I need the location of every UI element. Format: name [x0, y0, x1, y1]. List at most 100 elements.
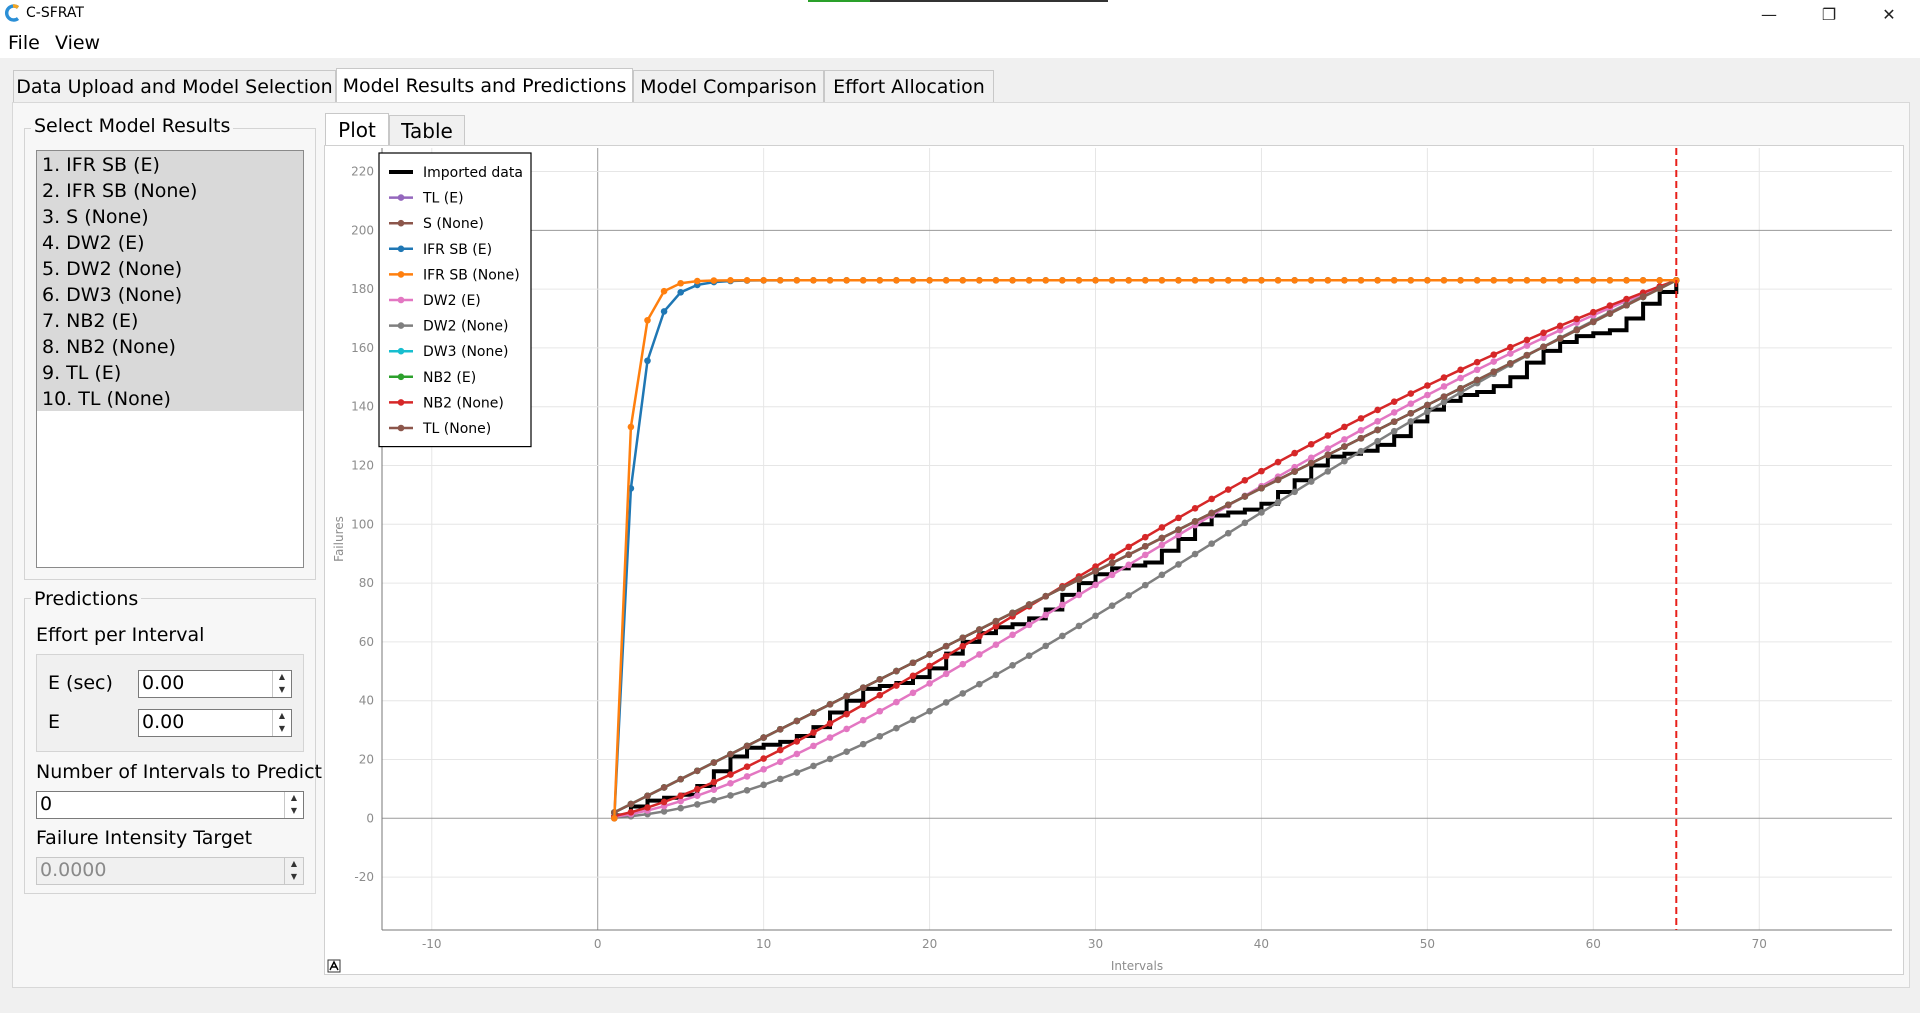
- spin-up-icon: ▲: [290, 859, 298, 868]
- e-sec-value: 0.00: [142, 672, 185, 694]
- series-point: [942, 699, 950, 706]
- model-list-item[interactable]: 9. TL (E): [42, 362, 122, 384]
- model-list-item[interactable]: 7. NB2 (E): [42, 310, 139, 332]
- series-point: [710, 759, 718, 766]
- legend-marker: [397, 194, 405, 201]
- series-point: [1374, 426, 1381, 434]
- tab-plot[interactable]: Plot: [325, 113, 389, 146]
- series-point: [1108, 276, 1116, 284]
- series-point: [1208, 276, 1215, 284]
- spin-down-icon[interactable]: ▼: [278, 685, 286, 694]
- series-point: [1059, 584, 1066, 592]
- series-point: [959, 634, 967, 642]
- model-list-item[interactable]: 4. DW2 (E): [42, 232, 145, 254]
- series-point: [1490, 276, 1498, 284]
- tab-table[interactable]: Table: [389, 115, 465, 145]
- series-point: [1291, 468, 1298, 475]
- restore-button[interactable]: ❐: [1821, 4, 1837, 24]
- series-point: [1175, 514, 1182, 522]
- series-point: [627, 423, 635, 431]
- legend-label: NB2 (None): [423, 395, 504, 411]
- series-point: [1507, 343, 1514, 351]
- tab-model-comparison[interactable]: Model Comparison: [633, 70, 824, 102]
- series-point: [893, 724, 900, 732]
- minimize-button[interactable]: —: [1761, 4, 1777, 24]
- series-point: [1158, 571, 1166, 579]
- series-point: [1125, 276, 1133, 284]
- series-point: [1108, 559, 1116, 567]
- intervals-input[interactable]: 0 ▲ ▼: [36, 791, 304, 819]
- e-sec-input[interactable]: 0.00 ▲ ▼: [138, 670, 292, 698]
- model-list-item[interactable]: 10. TL (None): [42, 388, 171, 410]
- e-input[interactable]: 0.00 ▲ ▼: [138, 709, 292, 737]
- y-tick-label: 140: [351, 400, 374, 414]
- series-point: [1059, 601, 1066, 609]
- spin-up-icon[interactable]: ▲: [290, 793, 298, 802]
- series-point: [1042, 592, 1050, 600]
- series-point: [1357, 426, 1365, 434]
- x-tick-label: -10: [422, 937, 442, 951]
- predictions-title: Predictions: [31, 588, 142, 610]
- series-point: [1125, 543, 1133, 551]
- intervals-stepper[interactable]: ▲ ▼: [284, 792, 303, 818]
- model-list-item[interactable]: 6. DW3 (None): [42, 284, 183, 306]
- close-button[interactable]: ✕: [1882, 4, 1896, 24]
- series-point: [1606, 276, 1614, 284]
- series-point: [611, 814, 618, 822]
- window-title: C-SFRAT: [26, 5, 84, 21]
- series-point: [843, 748, 850, 755]
- series-point: [1108, 602, 1116, 609]
- series-point: [859, 701, 867, 709]
- series-tl-none-: [611, 276, 1680, 816]
- series-point: [1059, 276, 1066, 284]
- legend-label: DW2 (None): [423, 319, 508, 335]
- series-point: [810, 709, 817, 716]
- spin-down-icon: ▼: [290, 872, 298, 881]
- series-point: [743, 763, 751, 771]
- series-point: [743, 742, 751, 750]
- spin-down-icon[interactable]: ▼: [278, 724, 286, 733]
- spin-down-icon[interactable]: ▼: [290, 806, 298, 815]
- series-point: [826, 276, 834, 284]
- spin-up-icon[interactable]: ▲: [278, 711, 286, 720]
- intervals-value: 0: [40, 793, 53, 815]
- legend-label: Imported data: [423, 165, 523, 181]
- progress-track: [808, 0, 1108, 2]
- series-point: [1523, 336, 1531, 344]
- series-point: [876, 276, 884, 284]
- series-point: [1141, 533, 1149, 541]
- legend-marker: [397, 347, 405, 355]
- series-point: [1556, 322, 1564, 330]
- series-point: [1324, 432, 1332, 439]
- series-point: [1224, 276, 1232, 284]
- series-point: [1042, 276, 1050, 284]
- series-point: [843, 710, 850, 718]
- y-tick-label: 0: [366, 811, 374, 825]
- series-point: [1374, 417, 1381, 425]
- model-list-item[interactable]: 8. NB2 (None): [42, 336, 176, 358]
- series-point: [693, 801, 701, 808]
- series-point: [1075, 276, 1083, 284]
- tab-model-results[interactable]: Model Results and Predictions: [336, 68, 633, 103]
- chart[interactable]: -10 0 10 20 30 40 50 60 70 -20 0 20 40 60 80 100 120 140 1…: [325, 146, 1903, 974]
- series-point: [1059, 632, 1066, 640]
- series-point: [1407, 276, 1415, 284]
- tab-data-upload[interactable]: Data Upload and Model Selection: [13, 70, 336, 102]
- menu-file[interactable]: File: [8, 32, 40, 54]
- spin-up-icon[interactable]: ▲: [278, 672, 286, 681]
- series-point: [1540, 329, 1547, 337]
- model-list-item[interactable]: 1. IFR SB (E): [42, 154, 160, 176]
- menu-view[interactable]: View: [55, 32, 101, 54]
- series-point: [743, 773, 751, 780]
- model-list-item[interactable]: 2. IFR SB (None): [42, 180, 198, 202]
- series-point: [926, 651, 933, 658]
- series-point: [1042, 611, 1050, 619]
- tab-effort-allocation[interactable]: Effort Allocation: [824, 70, 994, 102]
- auto-range-icon[interactable]: [327, 959, 341, 973]
- plot-frame: -10 0 10 20 30 40 50 60 70 -20 0 20 40 60 80 100 120 140 1…: [324, 145, 1904, 975]
- series-point: [743, 787, 751, 794]
- model-list-item[interactable]: 5. DW2 (None): [42, 258, 183, 280]
- e-sec-stepper[interactable]: ▲ ▼: [272, 671, 291, 697]
- model-list-item[interactable]: 3. S (None): [42, 206, 149, 228]
- e-stepper[interactable]: ▲ ▼: [272, 710, 291, 736]
